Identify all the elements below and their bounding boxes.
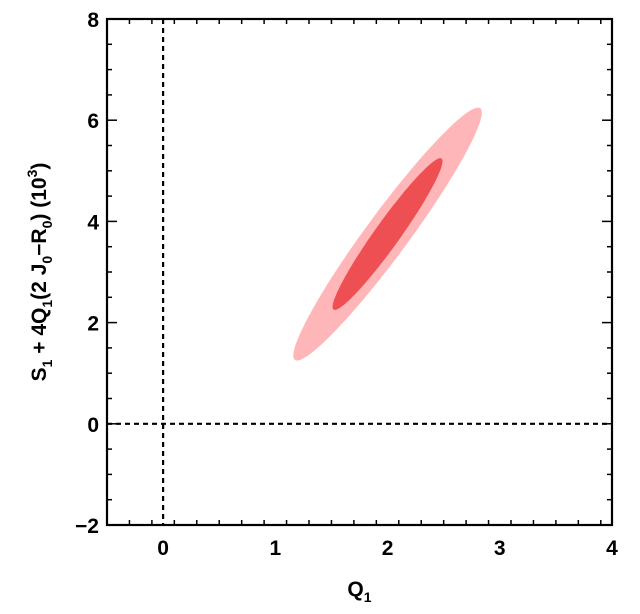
y-tick-label: 6	[87, 110, 99, 133]
confidence-regions	[293, 107, 482, 361]
x-tick-label: 2	[382, 537, 394, 560]
y-tick-label: −2	[75, 515, 99, 538]
y-tick-label: 2	[87, 313, 99, 336]
tick-marks	[106, 18, 612, 526]
y-axis-title: S1 + 4Q1(2 J0−R0) (103)	[24, 163, 55, 382]
tick-labels: 0 1 2 3 4 −2 0 2 4 6 8	[75, 9, 618, 560]
x-axis-title: Q1	[347, 578, 371, 605]
x-tick-label: 4	[606, 537, 618, 560]
x-tick-label: 1	[269, 537, 281, 560]
y-tick-label: 0	[87, 414, 99, 437]
reference-lines	[107, 19, 612, 525]
y-tick-label: 8	[87, 9, 99, 32]
x-tick-label: 3	[494, 537, 506, 560]
x-tick-label: 0	[157, 537, 169, 560]
y-tick-label: 4	[87, 211, 99, 234]
region-inner	[332, 158, 443, 310]
